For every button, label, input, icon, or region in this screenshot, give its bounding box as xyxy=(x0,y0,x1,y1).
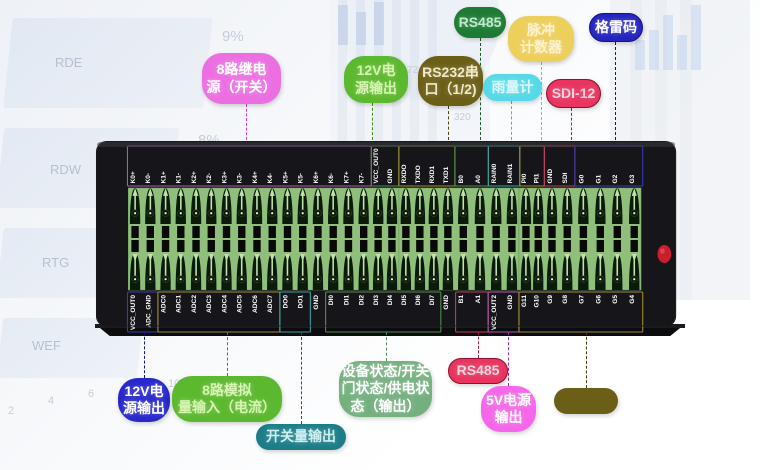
svg-text:G4: G4 xyxy=(629,295,636,304)
svg-text:A0: A0 xyxy=(475,175,482,184)
svg-text:K6+: K6+ xyxy=(313,171,320,183)
svg-text:G6: G6 xyxy=(595,295,602,304)
svg-text:K0+: K0+ xyxy=(130,171,137,183)
svg-text:K3+: K3+ xyxy=(222,171,229,183)
svg-text:ADC4: ADC4 xyxy=(222,295,229,313)
svg-text:G9: G9 xyxy=(547,295,554,304)
svg-text:ADC_GND: ADC_GND xyxy=(145,295,152,328)
svg-text:ADC1: ADC1 xyxy=(176,295,183,313)
svg-text:G0: G0 xyxy=(578,174,585,183)
svg-text:RXDO: RXDO xyxy=(401,164,408,183)
svg-text:TXDO: TXDO xyxy=(415,165,422,183)
svg-text:G7: G7 xyxy=(578,295,585,304)
svg-text:K6-: K6- xyxy=(328,173,335,184)
svg-text:G8: G8 xyxy=(562,295,569,304)
svg-text:VCC_OUT0: VCC_OUT0 xyxy=(130,295,137,331)
svg-text:DI0: DI0 xyxy=(328,295,335,306)
svg-text:GND: GND xyxy=(443,295,450,310)
svg-text:ADC0: ADC0 xyxy=(161,295,168,313)
svg-text:RAIN1: RAIN1 xyxy=(507,163,514,183)
svg-text:K2-: K2- xyxy=(206,173,213,184)
svg-text:K7-: K7- xyxy=(359,173,366,184)
svg-text:RXD1: RXD1 xyxy=(429,166,436,184)
svg-text:ADC2: ADC2 xyxy=(191,295,198,313)
svg-text:G1: G1 xyxy=(595,174,602,183)
svg-text:G2: G2 xyxy=(612,174,619,183)
svg-text:K4-: K4- xyxy=(267,173,274,184)
svg-text:K3-: K3- xyxy=(237,173,244,184)
svg-text:G5: G5 xyxy=(612,295,619,304)
svg-text:GND: GND xyxy=(313,295,320,310)
svg-text:G11: G11 xyxy=(521,295,528,307)
svg-text:B1: B1 xyxy=(458,295,465,304)
svg-text:ADC6: ADC6 xyxy=(252,295,259,313)
svg-text:K1+: K1+ xyxy=(161,171,168,183)
svg-text:RAIN0: RAIN0 xyxy=(491,163,498,183)
svg-text:K7+: K7+ xyxy=(344,171,351,183)
svg-text:G10: G10 xyxy=(533,295,540,308)
svg-text:TXD1: TXD1 xyxy=(443,166,450,183)
svg-text:B0: B0 xyxy=(458,175,465,184)
svg-text:K1-: K1- xyxy=(176,173,183,184)
svg-text:GND: GND xyxy=(547,169,554,184)
svg-text:ADC5: ADC5 xyxy=(237,295,244,313)
svg-text:G3: G3 xyxy=(629,174,636,183)
svg-text:GND: GND xyxy=(387,169,394,184)
svg-text:DO0: DO0 xyxy=(283,295,290,309)
svg-text:GND: GND xyxy=(507,295,514,310)
svg-text:DI4: DI4 xyxy=(387,295,394,306)
svg-text:SDI: SDI xyxy=(562,172,569,183)
svg-text:VCC_OUT0: VCC_OUT0 xyxy=(373,148,380,184)
svg-text:K2+: K2+ xyxy=(191,171,198,183)
svg-text:K5-: K5- xyxy=(298,173,305,184)
svg-text:PI1: PI1 xyxy=(533,173,540,183)
svg-text:K4+: K4+ xyxy=(252,171,259,183)
svg-text:DI3: DI3 xyxy=(373,295,380,306)
svg-text:ADC7: ADC7 xyxy=(267,295,274,313)
svg-text:DI6: DI6 xyxy=(415,295,422,306)
svg-text:DI1: DI1 xyxy=(344,295,351,306)
svg-text:DI2: DI2 xyxy=(359,295,366,306)
svg-text:ADC3: ADC3 xyxy=(206,295,213,313)
svg-text:K0-: K0- xyxy=(145,173,152,184)
svg-text:A1: A1 xyxy=(475,295,482,304)
svg-text:PI0: PI0 xyxy=(521,173,528,183)
svg-text:K5+: K5+ xyxy=(283,171,290,183)
svg-text:DI5: DI5 xyxy=(401,295,408,306)
svg-text:VCC_OUT2: VCC_OUT2 xyxy=(491,295,498,331)
svg-text:DO1: DO1 xyxy=(298,295,305,309)
svg-text:DI7: DI7 xyxy=(429,295,436,306)
